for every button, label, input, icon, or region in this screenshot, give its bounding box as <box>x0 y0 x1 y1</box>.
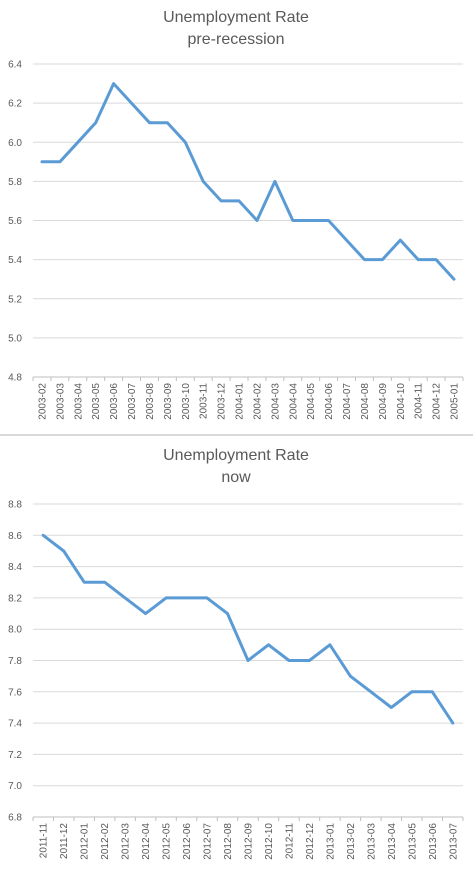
x-tick-label: 2004-12 <box>432 383 443 420</box>
x-tick-label: 2004-09 <box>378 383 389 420</box>
y-tick-label: 8.6 <box>8 531 22 542</box>
x-tick-label: 2011-12 <box>59 823 70 859</box>
x-tick-label: 2003-02 <box>37 383 48 420</box>
chart-pre-recession: Unemployment Rate pre-recession 4.8 5.0 5.… <box>0 0 473 434</box>
x-tick-label: 2004-05 <box>306 383 317 420</box>
x-tick-label: 2013-05 <box>407 823 418 860</box>
y-tick-label: 8.0 <box>8 625 22 636</box>
x-tick-label: 2012-04 <box>141 823 152 860</box>
y-tick-label: 7.6 <box>8 687 22 698</box>
y-tick-label: 6.8 <box>8 813 22 824</box>
y-tick-label: 5.0 <box>8 333 22 344</box>
x-tick-label: 2013-06 <box>428 823 439 860</box>
x-tick-label: 2004-07 <box>342 383 353 420</box>
y-tick-label: 5.8 <box>8 177 22 188</box>
chart-title: Unemployment Rate <box>163 447 309 464</box>
x-axis-ticks: 2011-11 2011-12 2012-01 2012-02 2012-03 2012-… <box>32 817 464 860</box>
y-tick-label: 7.4 <box>8 719 22 730</box>
chart-now-svg: Unemployment Rate now 6.8 7.0 7.2 7.4 7.6 7.8… <box>8 447 464 860</box>
x-tick-label: 2012-11 <box>284 823 295 859</box>
x-tick-label: 2003-07 <box>127 383 138 420</box>
chart-subtitle: pre-recession <box>188 31 285 48</box>
gridlines <box>33 63 463 378</box>
x-tick-label: 2013-07 <box>448 823 459 860</box>
x-tick-label: 2004-03 <box>270 383 281 420</box>
y-tick-label: 5.4 <box>8 255 22 266</box>
series-layer <box>41 533 455 725</box>
series-line <box>40 82 456 281</box>
x-tick-label: 2004-02 <box>252 383 263 420</box>
chart-pre-recession-svg: Unemployment Rate pre-recession 4.8 5.0 5.… <box>8 9 464 420</box>
x-tick-label: 2013-01 <box>325 823 336 860</box>
x-tick-label: 2013-04 <box>387 823 398 860</box>
y-tick-label: 7.8 <box>8 656 22 667</box>
x-tick-label: 2003-09 <box>163 383 174 420</box>
y-tick-label: 6.0 <box>8 138 22 149</box>
y-tick-label: 7.2 <box>8 750 22 761</box>
x-tick-label: 2012-01 <box>80 823 91 860</box>
x-tick-label: 2012-09 <box>244 823 255 860</box>
y-tick-label: 7.0 <box>8 781 22 792</box>
y-tick-label: 5.2 <box>8 294 22 305</box>
x-tick-label: 2012-05 <box>162 823 173 860</box>
chart-now: Unemployment Rate now 6.8 7.0 7.2 7.4 7.6 7.8… <box>0 437 473 871</box>
x-tick-label: 2013-02 <box>346 823 357 860</box>
x-tick-label: 2012-08 <box>223 823 234 860</box>
x-tick-label: 2012-10 <box>264 823 275 860</box>
x-tick-label: 2004-11 <box>414 383 425 419</box>
chart-title: Unemployment Rate <box>163 9 309 26</box>
chart-divider <box>0 434 473 436</box>
y-tick-label: 4.8 <box>8 373 22 384</box>
y-tick-label: 5.6 <box>8 216 22 227</box>
x-tick-label: 2003-06 <box>109 383 120 420</box>
x-tick-label: 2012-12 <box>305 823 316 860</box>
x-tick-label: 2012-07 <box>203 823 214 860</box>
x-tick-label: 2003-03 <box>55 383 66 420</box>
x-tick-label: 2005-01 <box>450 383 461 420</box>
y-tick-label: 6.2 <box>8 99 22 110</box>
y-tick-label: 8.4 <box>8 562 22 573</box>
x-tick-label: 2003-08 <box>145 383 156 420</box>
y-axis-ticks: 6.8 7.0 7.2 7.4 7.6 7.8 8.0 8.2 8.4 8.6 8.8 <box>8 500 22 824</box>
gridlines <box>33 503 463 818</box>
x-tick-label: 2004-06 <box>324 383 335 420</box>
x-tick-label: 2012-06 <box>182 823 193 860</box>
y-tick-label: 6.4 <box>8 60 22 71</box>
series-layer <box>40 82 456 281</box>
x-tick-label: 2011-11 <box>39 823 50 859</box>
x-tick-label: 2004-08 <box>360 383 371 420</box>
x-tick-label: 2013-03 <box>366 823 377 860</box>
y-tick-label: 8.2 <box>8 593 22 604</box>
x-tick-label: 2003-05 <box>91 383 102 420</box>
x-tick-label: 2004-10 <box>396 383 407 420</box>
x-tick-label: 2003-11 <box>199 383 210 419</box>
x-tick-label: 2003-12 <box>217 383 228 420</box>
x-tick-label: 2012-03 <box>121 823 132 860</box>
x-tick-label: 2004-01 <box>235 383 246 420</box>
y-axis-ticks: 4.8 5.0 5.2 5.4 5.6 5.8 6.0 6.2 6.4 <box>8 60 22 384</box>
x-axis-ticks: 2003-02 2003-03 2003-04 2003-05 2003-06 2003-… <box>32 377 464 420</box>
x-tick-label: 2003-04 <box>73 383 84 420</box>
x-tick-label: 2012-02 <box>100 823 111 860</box>
chart-subtitle: now <box>221 469 251 486</box>
y-tick-label: 8.8 <box>8 500 22 511</box>
series-line <box>41 533 455 725</box>
x-tick-label: 2004-04 <box>288 383 299 420</box>
x-tick-label: 2003-10 <box>181 383 192 420</box>
